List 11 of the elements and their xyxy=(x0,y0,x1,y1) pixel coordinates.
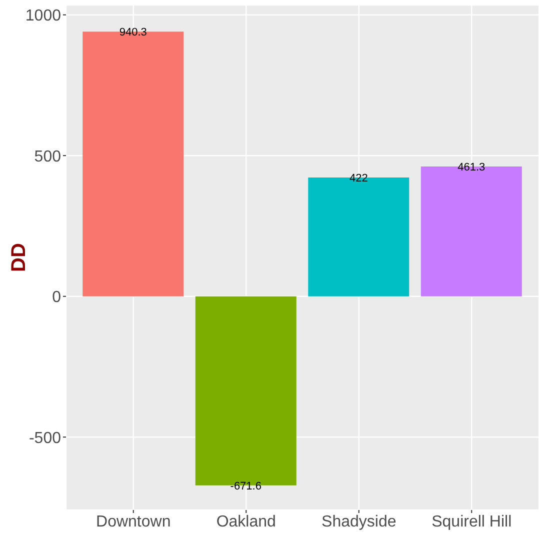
x-tick-label: Squirell Hill xyxy=(432,513,512,530)
y-axis-title: DD xyxy=(8,243,30,272)
data-label: 940.3 xyxy=(119,26,147,39)
y-tick-label: 500 xyxy=(34,148,62,166)
y-tick-label: 1000 xyxy=(25,8,62,25)
data-label: 461.3 xyxy=(458,161,486,174)
x-tick-label: Downtown xyxy=(96,513,171,530)
y-tick-label: 0 xyxy=(52,289,62,306)
y-tick-label: -500 xyxy=(28,430,62,447)
x-tick-label: Oakland xyxy=(216,513,276,530)
x-tick-label: Shadyside xyxy=(322,513,396,530)
